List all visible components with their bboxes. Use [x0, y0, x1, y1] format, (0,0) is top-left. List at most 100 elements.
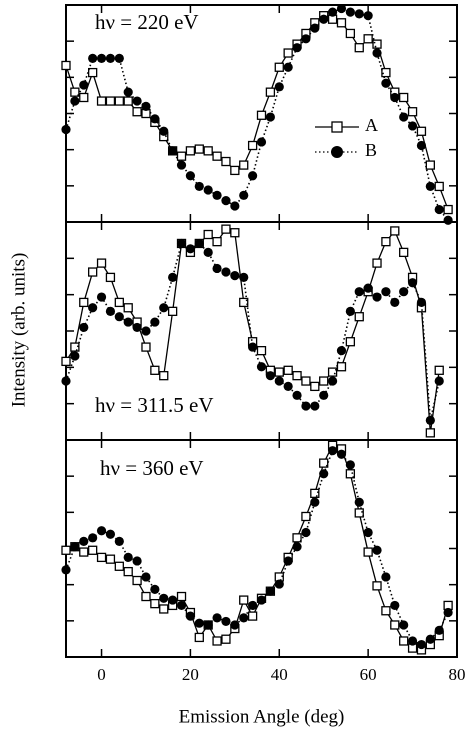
marker-square: [230, 165, 240, 176]
marker-circle: [434, 204, 444, 215]
marker-circle: [123, 317, 133, 327]
marker-square: [61, 356, 71, 367]
marker-square: [319, 458, 329, 468]
marker-circle: [283, 62, 293, 72]
marker-square: [105, 96, 116, 106]
marker-square: [345, 469, 356, 479]
marker-circle: [79, 322, 89, 333]
marker-square: [212, 237, 222, 247]
marker-circle: [319, 469, 329, 479]
marker-circle: [372, 545, 382, 555]
marker-square: [88, 545, 98, 555]
marker-square: [425, 428, 435, 438]
marker-circle: [443, 215, 453, 225]
x-tick-label: 80: [449, 665, 466, 684]
marker-circle: [327, 446, 338, 456]
marker-square: [221, 634, 231, 644]
marker-square: [96, 258, 107, 268]
marker-circle: [141, 572, 151, 582]
panel-annotation: hν = 360 eV: [100, 456, 204, 480]
marker-circle: [434, 625, 444, 635]
marker-square: [354, 508, 364, 518]
marker-square: [399, 636, 409, 646]
marker-circle: [354, 287, 364, 297]
marker-square: [96, 552, 107, 563]
marker-circle: [212, 190, 222, 200]
marker-circle: [416, 140, 427, 151]
marker-circle: [381, 572, 391, 582]
marker-circle: [132, 556, 142, 566]
marker-circle: [248, 600, 258, 611]
marker-circle: [168, 272, 178, 282]
marker-circle: [79, 536, 89, 546]
marker-circle: [212, 263, 222, 274]
marker-circle: [150, 584, 160, 595]
marker-circle: [274, 376, 284, 386]
marker-square: [416, 126, 427, 136]
marker-square: [372, 258, 382, 268]
marker-square: [354, 312, 364, 322]
marker-square: [70, 87, 80, 97]
marker-circle: [141, 326, 151, 336]
marker-circle: [336, 3, 347, 14]
marker-square: [212, 151, 222, 161]
marker-square: [443, 204, 453, 215]
marker-circle: [168, 146, 178, 156]
marker-square: [283, 365, 293, 375]
marker-circle: [185, 611, 196, 621]
marker-square: [159, 604, 169, 614]
marker-square: [327, 367, 338, 377]
marker-square: [96, 96, 107, 106]
marker-circle: [194, 238, 204, 249]
marker-circle: [301, 34, 311, 44]
marker-square: [363, 34, 373, 44]
marker-circle: [176, 600, 187, 611]
marker-circle: [203, 247, 213, 257]
marker-circle: [310, 23, 320, 33]
marker-square: [399, 92, 409, 103]
marker-square: [230, 228, 240, 238]
marker-circle: [96, 53, 107, 63]
marker-square: [319, 376, 329, 386]
marker-square: [247, 140, 258, 151]
marker-circle: [194, 181, 204, 192]
x-tick-label: 0: [97, 665, 106, 684]
marker-circle: [61, 565, 71, 575]
marker-square: [301, 376, 311, 386]
marker-circle: [105, 53, 116, 63]
marker-circle: [185, 244, 196, 254]
marker-circle: [256, 362, 267, 372]
marker-circle: [88, 533, 98, 543]
marker-square: [399, 247, 409, 258]
marker-circle: [372, 292, 382, 302]
marker-circle: [239, 190, 249, 200]
marker-circle: [283, 381, 293, 391]
marker-square: [88, 267, 98, 277]
marker-square: [114, 297, 124, 308]
marker-circle: [141, 101, 151, 111]
marker-circle: [407, 121, 418, 131]
marker-circle: [150, 114, 160, 124]
marker-circle: [336, 346, 347, 356]
marker-circle: [399, 112, 409, 122]
marker-square: [105, 272, 116, 283]
marker-circle: [132, 322, 142, 333]
marker-square: [79, 547, 89, 557]
marker-circle: [265, 371, 275, 381]
marker-square: [301, 511, 311, 522]
legend-label: A: [365, 115, 378, 135]
x-tick-label: 40: [271, 665, 288, 684]
marker-square: [345, 28, 356, 39]
marker-square: [123, 96, 133, 106]
marker-circle: [70, 351, 80, 361]
marker-circle: [159, 593, 169, 603]
legend-marker: [331, 121, 343, 133]
marker-square: [141, 342, 151, 352]
marker-square: [336, 18, 347, 28]
marker-circle: [434, 376, 444, 386]
marker-square: [88, 67, 98, 78]
marker-circle: [363, 11, 373, 21]
marker-square: [256, 346, 267, 356]
marker-circle: [203, 185, 213, 195]
